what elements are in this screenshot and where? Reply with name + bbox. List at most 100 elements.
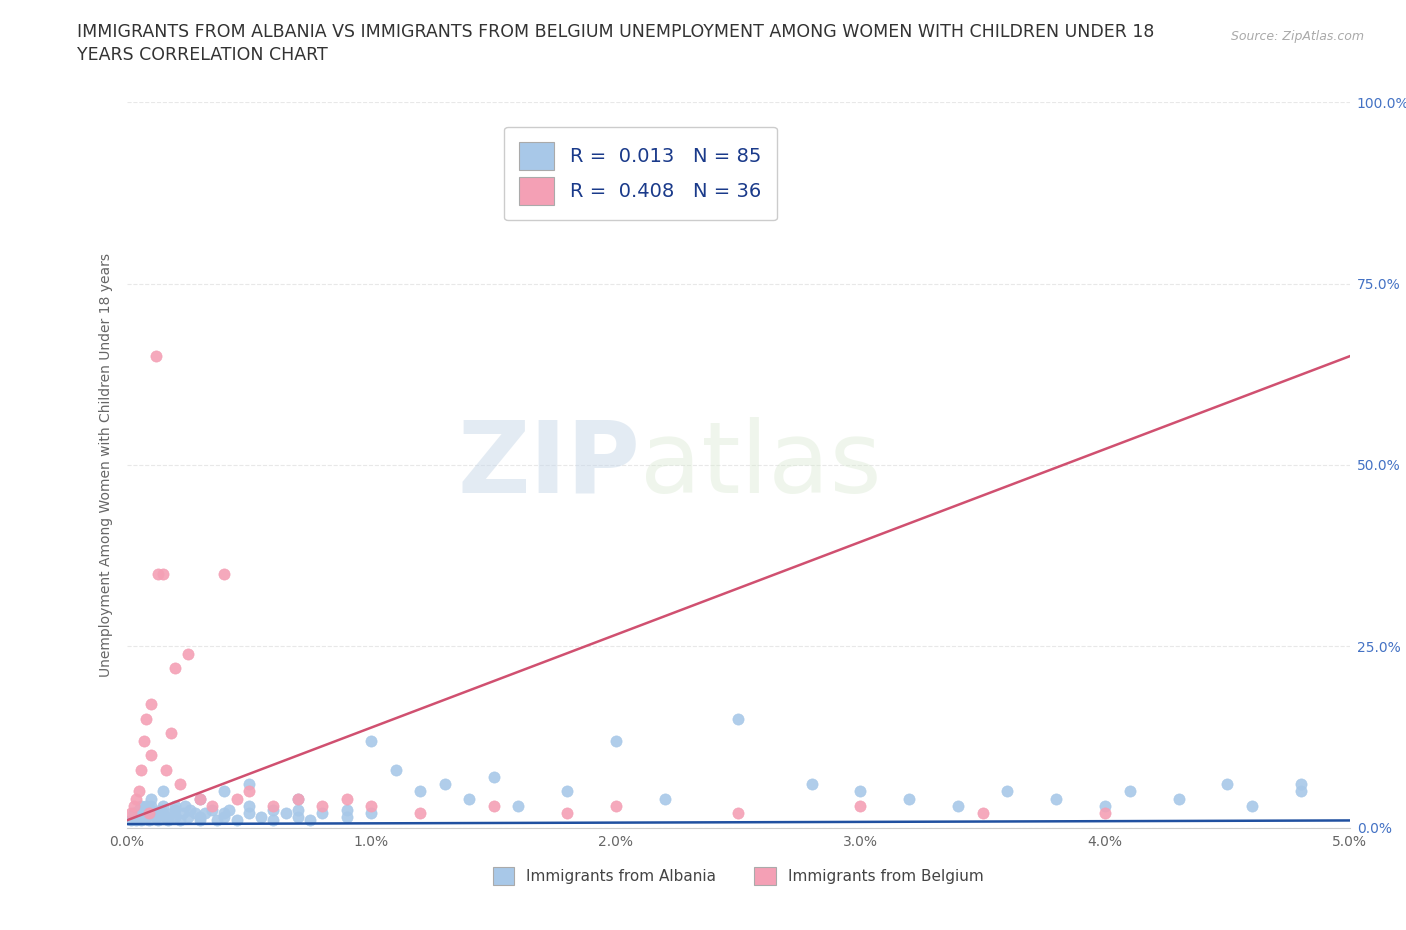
Text: YEARS CORRELATION CHART: YEARS CORRELATION CHART: [77, 46, 328, 64]
Point: [336, 809, 359, 824]
Point: [145, 809, 167, 824]
Point: [360, 805, 382, 820]
Point: [1289, 784, 1312, 799]
Point: [139, 799, 162, 814]
Point: [201, 799, 224, 814]
Point: [214, 566, 236, 581]
Point: [179, 802, 201, 817]
Point: [336, 791, 359, 806]
Point: [177, 809, 200, 824]
Point: [225, 791, 247, 806]
Point: [727, 711, 749, 726]
Point: [274, 805, 297, 820]
Point: [145, 805, 167, 820]
Point: [129, 799, 152, 814]
Point: [995, 784, 1018, 799]
Point: [201, 802, 224, 817]
Point: [165, 660, 187, 675]
Point: [605, 799, 627, 814]
Point: [262, 813, 284, 828]
Point: [152, 799, 174, 814]
Text: Source: ZipAtlas.com: Source: ZipAtlas.com: [1230, 30, 1364, 43]
Point: [122, 805, 145, 820]
Point: [139, 791, 162, 806]
Point: [336, 802, 359, 817]
Text: ZIP: ZIP: [457, 417, 640, 513]
Point: [287, 802, 309, 817]
Point: [1167, 791, 1189, 806]
Point: [132, 733, 155, 748]
Point: [120, 805, 142, 820]
Point: [409, 784, 432, 799]
Point: [128, 784, 150, 799]
Point: [250, 809, 273, 824]
Point: [169, 777, 191, 791]
Point: [555, 805, 578, 820]
Point: [145, 349, 167, 364]
Legend: Immigrants from Albania, Immigrants from Belgium: Immigrants from Albania, Immigrants from…: [485, 859, 991, 893]
Text: IMMIGRANTS FROM ALBANIA VS IMMIGRANTS FROM BELGIUM UNEMPLOYMENT AMONG WOMEN WITH: IMMIGRANTS FROM ALBANIA VS IMMIGRANTS FR…: [77, 23, 1154, 41]
Point: [159, 726, 181, 741]
Point: [287, 791, 309, 806]
Point: [129, 813, 152, 828]
Point: [218, 802, 240, 817]
Point: [238, 805, 260, 820]
Point: [139, 697, 162, 711]
Point: [148, 813, 170, 828]
Point: [149, 802, 172, 817]
Point: [152, 784, 174, 799]
Point: [159, 805, 181, 820]
Point: [262, 799, 284, 814]
Point: [135, 809, 157, 824]
Point: [360, 733, 382, 748]
Point: [139, 805, 162, 820]
Point: [1118, 784, 1140, 799]
Point: [433, 777, 456, 791]
Point: [287, 809, 309, 824]
Point: [148, 566, 170, 581]
Point: [727, 805, 749, 820]
Point: [849, 784, 872, 799]
Point: [155, 809, 177, 824]
Point: [174, 799, 197, 814]
Point: [311, 805, 333, 820]
Point: [139, 802, 162, 817]
Point: [1094, 799, 1116, 814]
Point: [205, 813, 228, 828]
Point: [125, 791, 148, 806]
Point: [1240, 799, 1263, 814]
Point: [311, 799, 333, 814]
Point: [384, 763, 406, 777]
Point: [125, 813, 148, 828]
Point: [138, 805, 160, 820]
Point: [128, 802, 150, 817]
Point: [299, 813, 322, 828]
Point: [287, 791, 309, 806]
Point: [262, 802, 284, 817]
Text: atlas: atlas: [640, 417, 882, 513]
Point: [360, 799, 382, 814]
Point: [188, 809, 211, 824]
Point: [135, 799, 157, 814]
Point: [238, 777, 260, 791]
Point: [157, 813, 180, 828]
Point: [948, 799, 970, 814]
Point: [177, 646, 200, 661]
Point: [120, 813, 142, 828]
Point: [482, 769, 505, 784]
Point: [129, 763, 152, 777]
Point: [165, 809, 187, 824]
Point: [169, 813, 191, 828]
Point: [139, 748, 162, 763]
Point: [225, 813, 247, 828]
Point: [1216, 777, 1239, 791]
Point: [214, 784, 236, 799]
Point: [165, 799, 187, 814]
Point: [152, 805, 174, 820]
Point: [122, 805, 145, 820]
Point: [898, 791, 921, 806]
Point: [214, 805, 236, 820]
Point: [138, 813, 160, 828]
Point: [238, 784, 260, 799]
Point: [188, 791, 211, 806]
